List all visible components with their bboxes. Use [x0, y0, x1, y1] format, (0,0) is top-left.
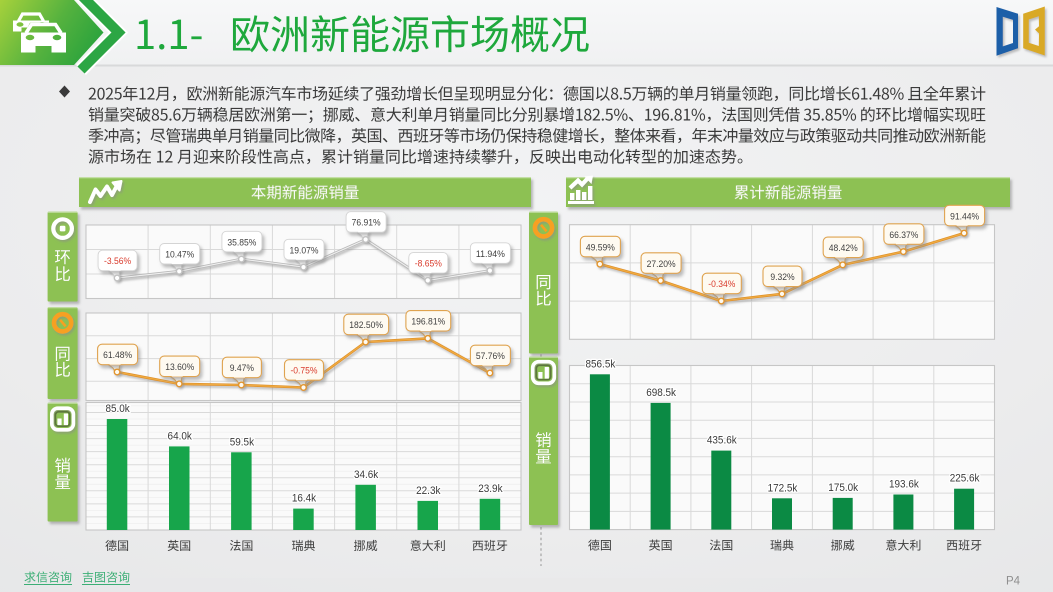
- svg-text:13.60%: 13.60%: [165, 361, 194, 372]
- svg-text:16.4k: 16.4k: [292, 493, 317, 505]
- svg-text:59.5k: 59.5k: [230, 436, 255, 448]
- svg-text:225.6k: 225.6k: [950, 473, 980, 485]
- svg-text:35.85%: 35.85%: [227, 236, 256, 247]
- svg-text:91.44%: 91.44%: [950, 210, 979, 221]
- svg-text:-3.56%: -3.56%: [104, 255, 131, 266]
- svg-text:435.6k: 435.6k: [707, 435, 737, 447]
- svg-text:182.50%: 182.50%: [349, 319, 383, 330]
- svg-text:57.76%: 57.76%: [476, 350, 505, 361]
- svg-text:64.0k: 64.0k: [168, 430, 193, 442]
- svg-text:10.47%: 10.47%: [165, 249, 194, 260]
- svg-text:9.32%: 9.32%: [770, 271, 794, 282]
- svg-text:9.47%: 9.47%: [230, 362, 254, 373]
- svg-text:196.81%: 196.81%: [411, 316, 445, 327]
- svg-text:22.3k: 22.3k: [416, 485, 441, 497]
- svg-text:-0.75%: -0.75%: [290, 365, 317, 376]
- svg-text:698.5k: 698.5k: [646, 387, 676, 399]
- svg-text:61.48%: 61.48%: [103, 349, 132, 360]
- svg-text:P4: P4: [1006, 576, 1021, 588]
- svg-text:-8.65%: -8.65%: [415, 258, 442, 269]
- svg-text:85.0k: 85.0k: [105, 403, 130, 415]
- svg-text:48.42%: 48.42%: [829, 242, 858, 253]
- svg-text:193.6k: 193.6k: [889, 479, 919, 491]
- svg-text:27.20%: 27.20%: [647, 258, 676, 269]
- svg-text:66.37%: 66.37%: [889, 229, 918, 240]
- svg-text:-0.34%: -0.34%: [708, 278, 735, 289]
- svg-text:175.0k: 175.0k: [828, 482, 858, 494]
- svg-text:856.5k: 856.5k: [586, 358, 616, 370]
- svg-text:34.6k: 34.6k: [354, 469, 379, 481]
- svg-text:19.07%: 19.07%: [290, 244, 319, 255]
- svg-text:11.94%: 11.94%: [476, 248, 505, 259]
- svg-text:172.5k: 172.5k: [768, 482, 798, 494]
- svg-text:49.59%: 49.59%: [586, 241, 615, 252]
- svg-text:23.9k: 23.9k: [478, 483, 503, 495]
- svg-text:76.91%: 76.91%: [352, 217, 381, 228]
